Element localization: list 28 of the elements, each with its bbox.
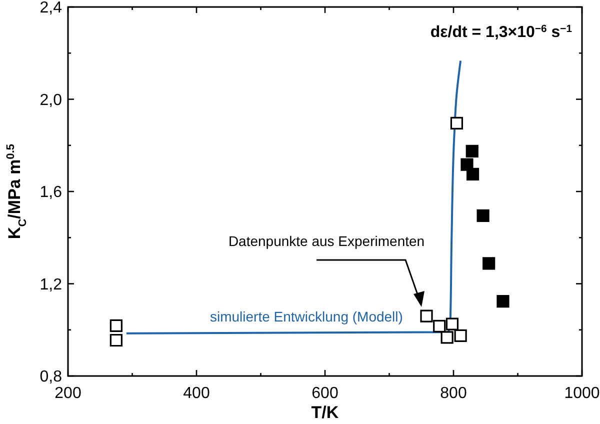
y-tick-label: 1,2 (40, 276, 62, 294)
point (496, 294, 510, 308)
point (420, 310, 433, 322)
x-axis-title: T/K (311, 403, 340, 422)
point (440, 331, 454, 344)
x-tick-label: 200 (54, 385, 82, 402)
point (433, 320, 446, 332)
point (466, 144, 478, 158)
point (466, 168, 480, 181)
point (450, 116, 464, 130)
y-tick-label: 2,4 (40, 0, 62, 17)
point (110, 319, 122, 332)
annotation: dε/dt = 1,3×10$^{−6}$ s$^{−1}$ (430, 24, 572, 41)
x-tick-label: 800 (440, 385, 467, 402)
point (460, 158, 474, 171)
y-tick-label: 2,0 (40, 92, 62, 109)
point (446, 318, 459, 330)
y-tick-label: 1,6 (40, 184, 62, 202)
y-tick-label: 0,8 (40, 368, 62, 386)
point (110, 334, 122, 347)
point (482, 257, 496, 270)
x-tick-label: 1000 (564, 385, 600, 402)
annotation: Datenpunkte aus Experimenten (228, 233, 425, 250)
series-label: simulierte Entwicklung (Modell) (210, 308, 403, 324)
x-tick-label: 400 (183, 385, 210, 402)
x-tick-label: 600 (312, 385, 338, 402)
point (476, 209, 490, 222)
point (454, 329, 467, 342)
